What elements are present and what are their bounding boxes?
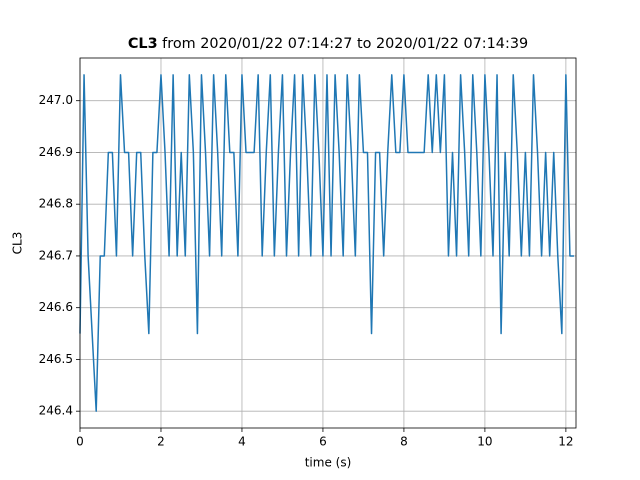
title-rest: from 2020/01/22 07:14:27 to 2020/01/22 0… bbox=[162, 36, 528, 52]
y-tick-label: 246.7 bbox=[39, 248, 73, 262]
x-axis-label: time (s) bbox=[305, 456, 352, 470]
y-tick-label: 247.0 bbox=[39, 93, 73, 107]
y-tick-label: 246.8 bbox=[39, 197, 73, 211]
y-axis-label: CL3 bbox=[11, 232, 25, 255]
x-tick-label: 10 bbox=[477, 435, 492, 449]
x-tick-label: 8 bbox=[400, 435, 408, 449]
data-line bbox=[79, 74, 574, 412]
plot-frame bbox=[79, 57, 577, 429]
x-tick-label: 4 bbox=[238, 435, 246, 449]
y-tick-label: 246.6 bbox=[39, 300, 73, 314]
x-tick-label: 0 bbox=[76, 435, 84, 449]
y-tick-label: 246.4 bbox=[39, 404, 73, 418]
y-tick-label: 246.5 bbox=[39, 352, 73, 366]
x-tick-label: 2 bbox=[157, 435, 165, 449]
x-tick-label: 12 bbox=[558, 435, 573, 449]
chart-title: CL3 from 2020/01/22 07:14:27 to 2020/01/… bbox=[128, 36, 528, 52]
x-tick-label: 6 bbox=[319, 435, 327, 449]
y-tick-label: 246.9 bbox=[39, 145, 73, 159]
title-bold: CL3 bbox=[128, 36, 158, 52]
